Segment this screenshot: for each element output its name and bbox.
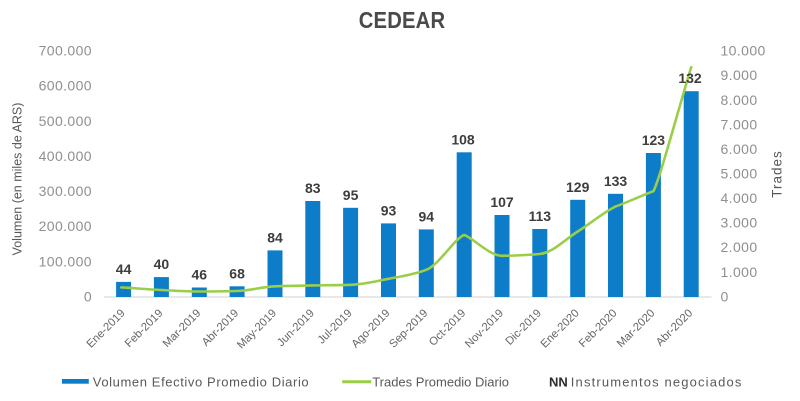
svg-text:133: 133 (604, 173, 628, 189)
svg-text:10.000: 10.000 (721, 43, 766, 59)
svg-text:44: 44 (116, 261, 132, 277)
svg-text:40: 40 (154, 256, 170, 272)
svg-text:113: 113 (529, 208, 552, 224)
svg-text:CEDEAR: CEDEAR (359, 7, 446, 34)
svg-text:200.000: 200.000 (39, 218, 92, 234)
svg-text:7.000: 7.000 (721, 116, 758, 132)
svg-text:Volumen (en miles de ARS): Volumen (en miles de ARS) (11, 103, 25, 256)
svg-text:700.000: 700.000 (39, 43, 92, 59)
svg-text:100.000: 100.000 (39, 253, 92, 269)
svg-text:0: 0 (84, 288, 92, 304)
svg-text:93: 93 (381, 202, 397, 218)
svg-text:Trades: Trades (770, 150, 785, 198)
svg-text:3.000: 3.000 (721, 215, 758, 231)
svg-text:46: 46 (192, 267, 208, 283)
svg-text:6.000: 6.000 (721, 141, 758, 157)
svg-text:600.000: 600.000 (39, 78, 92, 94)
svg-text:Volumen Efectivo Promedio Diar: Volumen Efectivo Promedio Diario (93, 374, 309, 389)
svg-text:129: 129 (566, 179, 590, 195)
svg-text:132: 132 (678, 70, 702, 86)
svg-text:9.000: 9.000 (721, 67, 758, 83)
svg-text:1.000: 1.000 (721, 264, 758, 280)
svg-text:300.000: 300.000 (39, 183, 92, 199)
svg-text:400.000: 400.000 (39, 148, 92, 164)
svg-text:0: 0 (721, 288, 729, 304)
svg-text:95: 95 (343, 187, 359, 203)
svg-text:83: 83 (305, 180, 321, 196)
svg-text:123: 123 (642, 132, 666, 148)
svg-text:2.000: 2.000 (721, 239, 758, 255)
svg-text:4.000: 4.000 (721, 190, 758, 206)
svg-text:8.000: 8.000 (721, 92, 758, 108)
svg-text:Instrumentos negociados: Instrumentos negociados (571, 374, 743, 389)
svg-text:68: 68 (229, 265, 245, 281)
svg-text:NN: NN (549, 374, 568, 389)
svg-text:108: 108 (451, 131, 475, 147)
svg-text:84: 84 (267, 229, 283, 245)
svg-text:94: 94 (419, 208, 435, 224)
svg-text:5.000: 5.000 (721, 166, 758, 182)
svg-text:500.000: 500.000 (39, 113, 92, 129)
svg-text:107: 107 (490, 194, 514, 210)
svg-text:Trades Promedio Diario: Trades Promedio Diario (372, 374, 509, 389)
